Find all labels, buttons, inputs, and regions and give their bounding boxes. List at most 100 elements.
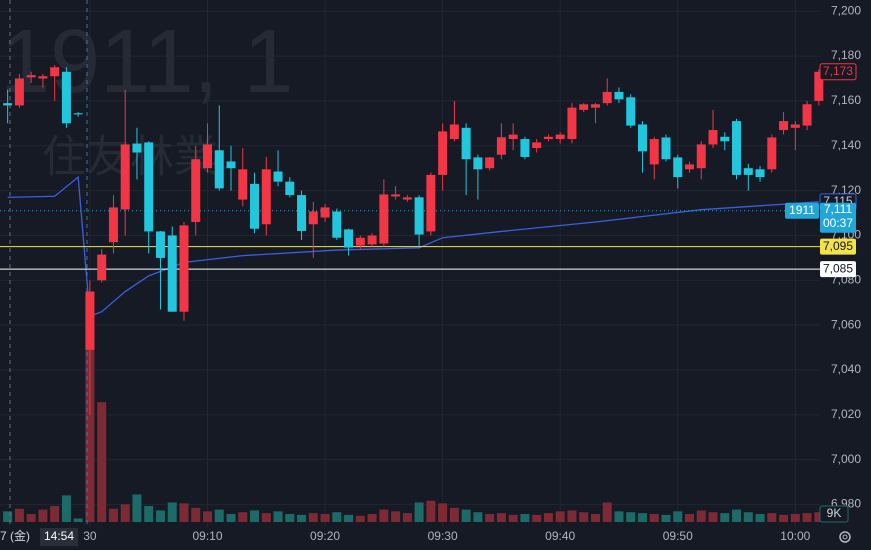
candle-body — [97, 254, 107, 281]
candle-body — [473, 157, 483, 170]
x-tick-label: 09:20 — [310, 529, 340, 543]
volume-bar — [779, 514, 789, 522]
settings-icon[interactable] — [839, 531, 851, 543]
volume-bar — [449, 507, 459, 522]
y-tick-label: 7,120 — [831, 183, 861, 197]
volume-bar — [520, 514, 530, 522]
volume-bar — [73, 518, 83, 522]
candle-body — [696, 144, 706, 169]
candle-body — [26, 75, 36, 78]
volume-bar — [332, 512, 342, 522]
candle-body — [708, 130, 718, 145]
volume-bar — [391, 511, 401, 522]
candle-body — [38, 76, 48, 79]
volume-bar — [438, 503, 448, 522]
volume-bar — [543, 513, 553, 522]
lines — [0, 175, 820, 318]
volume-bar — [661, 514, 671, 522]
volume-bar — [732, 509, 742, 522]
countdown: 00:37 — [823, 216, 853, 230]
y-tick-label: 7,200 — [831, 3, 861, 17]
candle-body — [50, 67, 60, 77]
candle-body — [543, 136, 553, 140]
candle-body — [814, 71, 824, 101]
candle-body — [202, 144, 212, 169]
candle-body — [85, 291, 95, 350]
candle-body — [108, 207, 118, 243]
candle-body — [167, 235, 177, 312]
volume-bar — [720, 513, 730, 522]
volume-bar — [508, 514, 518, 522]
candle-body — [461, 127, 471, 160]
candle-body — [191, 159, 201, 223]
volume-tick-box — [819, 505, 849, 523]
watermark: 1911, 1 — [0, 12, 294, 112]
x-tick-label: 09:50 — [663, 529, 693, 543]
volume-bar — [426, 500, 436, 522]
volume-bar — [496, 513, 506, 522]
candle-body — [214, 150, 224, 189]
volume-bar — [708, 512, 718, 522]
volume-bar — [802, 513, 812, 522]
candle-body — [332, 211, 342, 238]
volume-bar — [14, 508, 24, 522]
price-line-label: 7,085 — [823, 261, 853, 275]
volume-bar — [85, 315, 95, 522]
volume-bar — [191, 507, 201, 522]
volume-bar — [61, 495, 71, 522]
volume-bar — [250, 510, 260, 522]
y-tick-label: 7,160 — [831, 93, 861, 107]
candle-body — [755, 169, 765, 178]
candle-body — [155, 231, 165, 258]
axes: 7,2007,1807,1607,1407,1207,1007,0807,060… — [83, 3, 861, 543]
crosshair-time: 14:54 — [44, 529, 74, 543]
volume-bar — [167, 502, 177, 522]
y-tick-label: 7,000 — [831, 452, 861, 466]
candle-body — [426, 174, 436, 232]
candle-body — [485, 157, 495, 169]
candle-body — [508, 134, 518, 140]
volume-bar — [108, 508, 118, 522]
volume-bar — [144, 506, 154, 522]
price-line-label: 7,095 — [823, 239, 853, 253]
volume-bar — [555, 511, 565, 522]
candle-body — [790, 124, 800, 128]
volume-bar — [3, 511, 13, 522]
candle-body — [132, 143, 142, 153]
volume-bar — [297, 514, 307, 522]
candle-body — [308, 211, 318, 225]
volume-bar — [485, 514, 495, 522]
volume-bar — [649, 514, 659, 522]
candle-body — [637, 124, 647, 152]
volume-bar — [355, 515, 365, 522]
candle-body — [496, 137, 506, 155]
candle-body — [226, 161, 236, 169]
volume-bar — [626, 512, 636, 522]
volume-bar — [402, 513, 412, 522]
y-tick-label: 7,040 — [831, 362, 861, 376]
candle-body — [626, 97, 636, 126]
last-price-label: 7,173 — [823, 64, 853, 78]
candle-body — [779, 121, 789, 131]
candle-body — [144, 142, 154, 232]
volume-bar — [379, 509, 389, 522]
candles — [3, 65, 824, 415]
volume-bar — [97, 402, 107, 522]
candle-body — [590, 104, 600, 108]
y-tick-label: 7,140 — [831, 138, 861, 152]
volume-bar — [226, 514, 236, 522]
candle-body — [520, 139, 530, 157]
candle-body — [73, 113, 83, 115]
current-price-label: 7,111 — [824, 202, 853, 216]
crosshair-date-box — [0, 528, 38, 546]
price-line-box — [820, 261, 856, 278]
candle-body — [297, 195, 307, 231]
volume-bar — [120, 504, 130, 522]
volume-bar — [590, 514, 600, 522]
candle-body — [649, 139, 659, 165]
volume-bar — [473, 512, 483, 522]
volume-bar — [602, 502, 612, 522]
candle-body — [14, 78, 24, 106]
